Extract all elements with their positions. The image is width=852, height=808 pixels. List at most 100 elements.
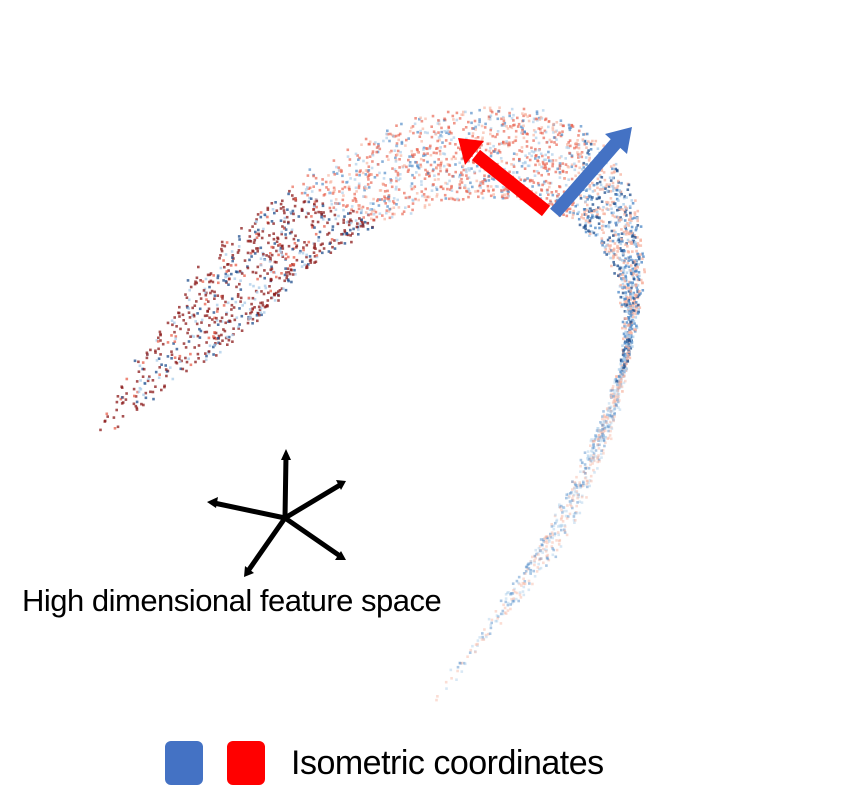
point [604,185,608,189]
point [233,277,237,280]
point [526,177,529,180]
point [419,116,422,120]
point [602,436,605,439]
point [609,239,612,243]
point [246,266,250,270]
point [518,582,521,586]
point [635,227,638,230]
point [381,182,385,186]
point [433,178,437,181]
point [561,511,564,514]
point [589,444,592,447]
point [424,117,427,121]
point [551,162,555,165]
point [350,205,354,208]
point [437,172,440,176]
point [356,222,359,225]
point [623,279,627,283]
axis-lower-left [245,515,288,574]
point [396,149,400,153]
point [372,213,376,216]
point [357,204,360,207]
point [602,220,605,224]
point [287,279,290,283]
point [511,141,515,144]
legend: Isometric coordinates [165,740,604,786]
point [266,215,269,219]
point [197,265,200,269]
point [629,304,632,308]
point [606,417,610,420]
point [627,316,630,319]
point [590,210,593,214]
point [277,244,280,247]
point [315,254,319,257]
point [327,174,330,177]
point [479,186,482,189]
point [396,171,400,175]
point [605,420,608,423]
point [481,136,484,140]
point [626,324,630,327]
point [383,217,386,221]
point [338,190,341,193]
point [634,199,637,202]
point [621,326,624,330]
point [378,147,382,151]
point [538,549,542,553]
point [585,142,588,145]
point [490,110,494,114]
point [237,245,241,248]
point [343,185,347,189]
point [616,383,620,387]
point [337,202,341,205]
point [476,639,480,642]
point [450,677,453,680]
point [541,183,544,187]
point [343,242,347,245]
point [606,208,610,211]
point [340,241,343,245]
point [521,132,525,135]
point [601,432,604,436]
point [619,269,623,273]
point [518,159,521,163]
point [305,243,309,247]
point [297,215,301,218]
point [628,328,631,331]
point [632,272,635,275]
point [422,148,425,151]
point [534,163,537,167]
point [579,470,582,473]
point [512,597,516,600]
point [489,154,493,158]
point [394,170,398,173]
point [568,207,572,211]
point [169,366,172,369]
point [560,528,563,532]
point [388,207,391,211]
point [360,209,363,212]
point [442,164,446,168]
point [498,151,502,154]
point [597,433,601,437]
point [240,272,244,275]
point [566,504,569,507]
point [524,569,528,573]
point [480,138,484,142]
point [628,356,632,360]
point [578,483,581,486]
point [639,292,642,295]
point [478,636,481,639]
point [543,540,547,544]
point [248,235,252,238]
point [609,197,613,200]
point [292,212,295,216]
point [536,170,539,173]
point [531,582,534,586]
point [489,128,492,132]
point [534,149,537,152]
point [313,245,316,248]
point [483,126,487,129]
